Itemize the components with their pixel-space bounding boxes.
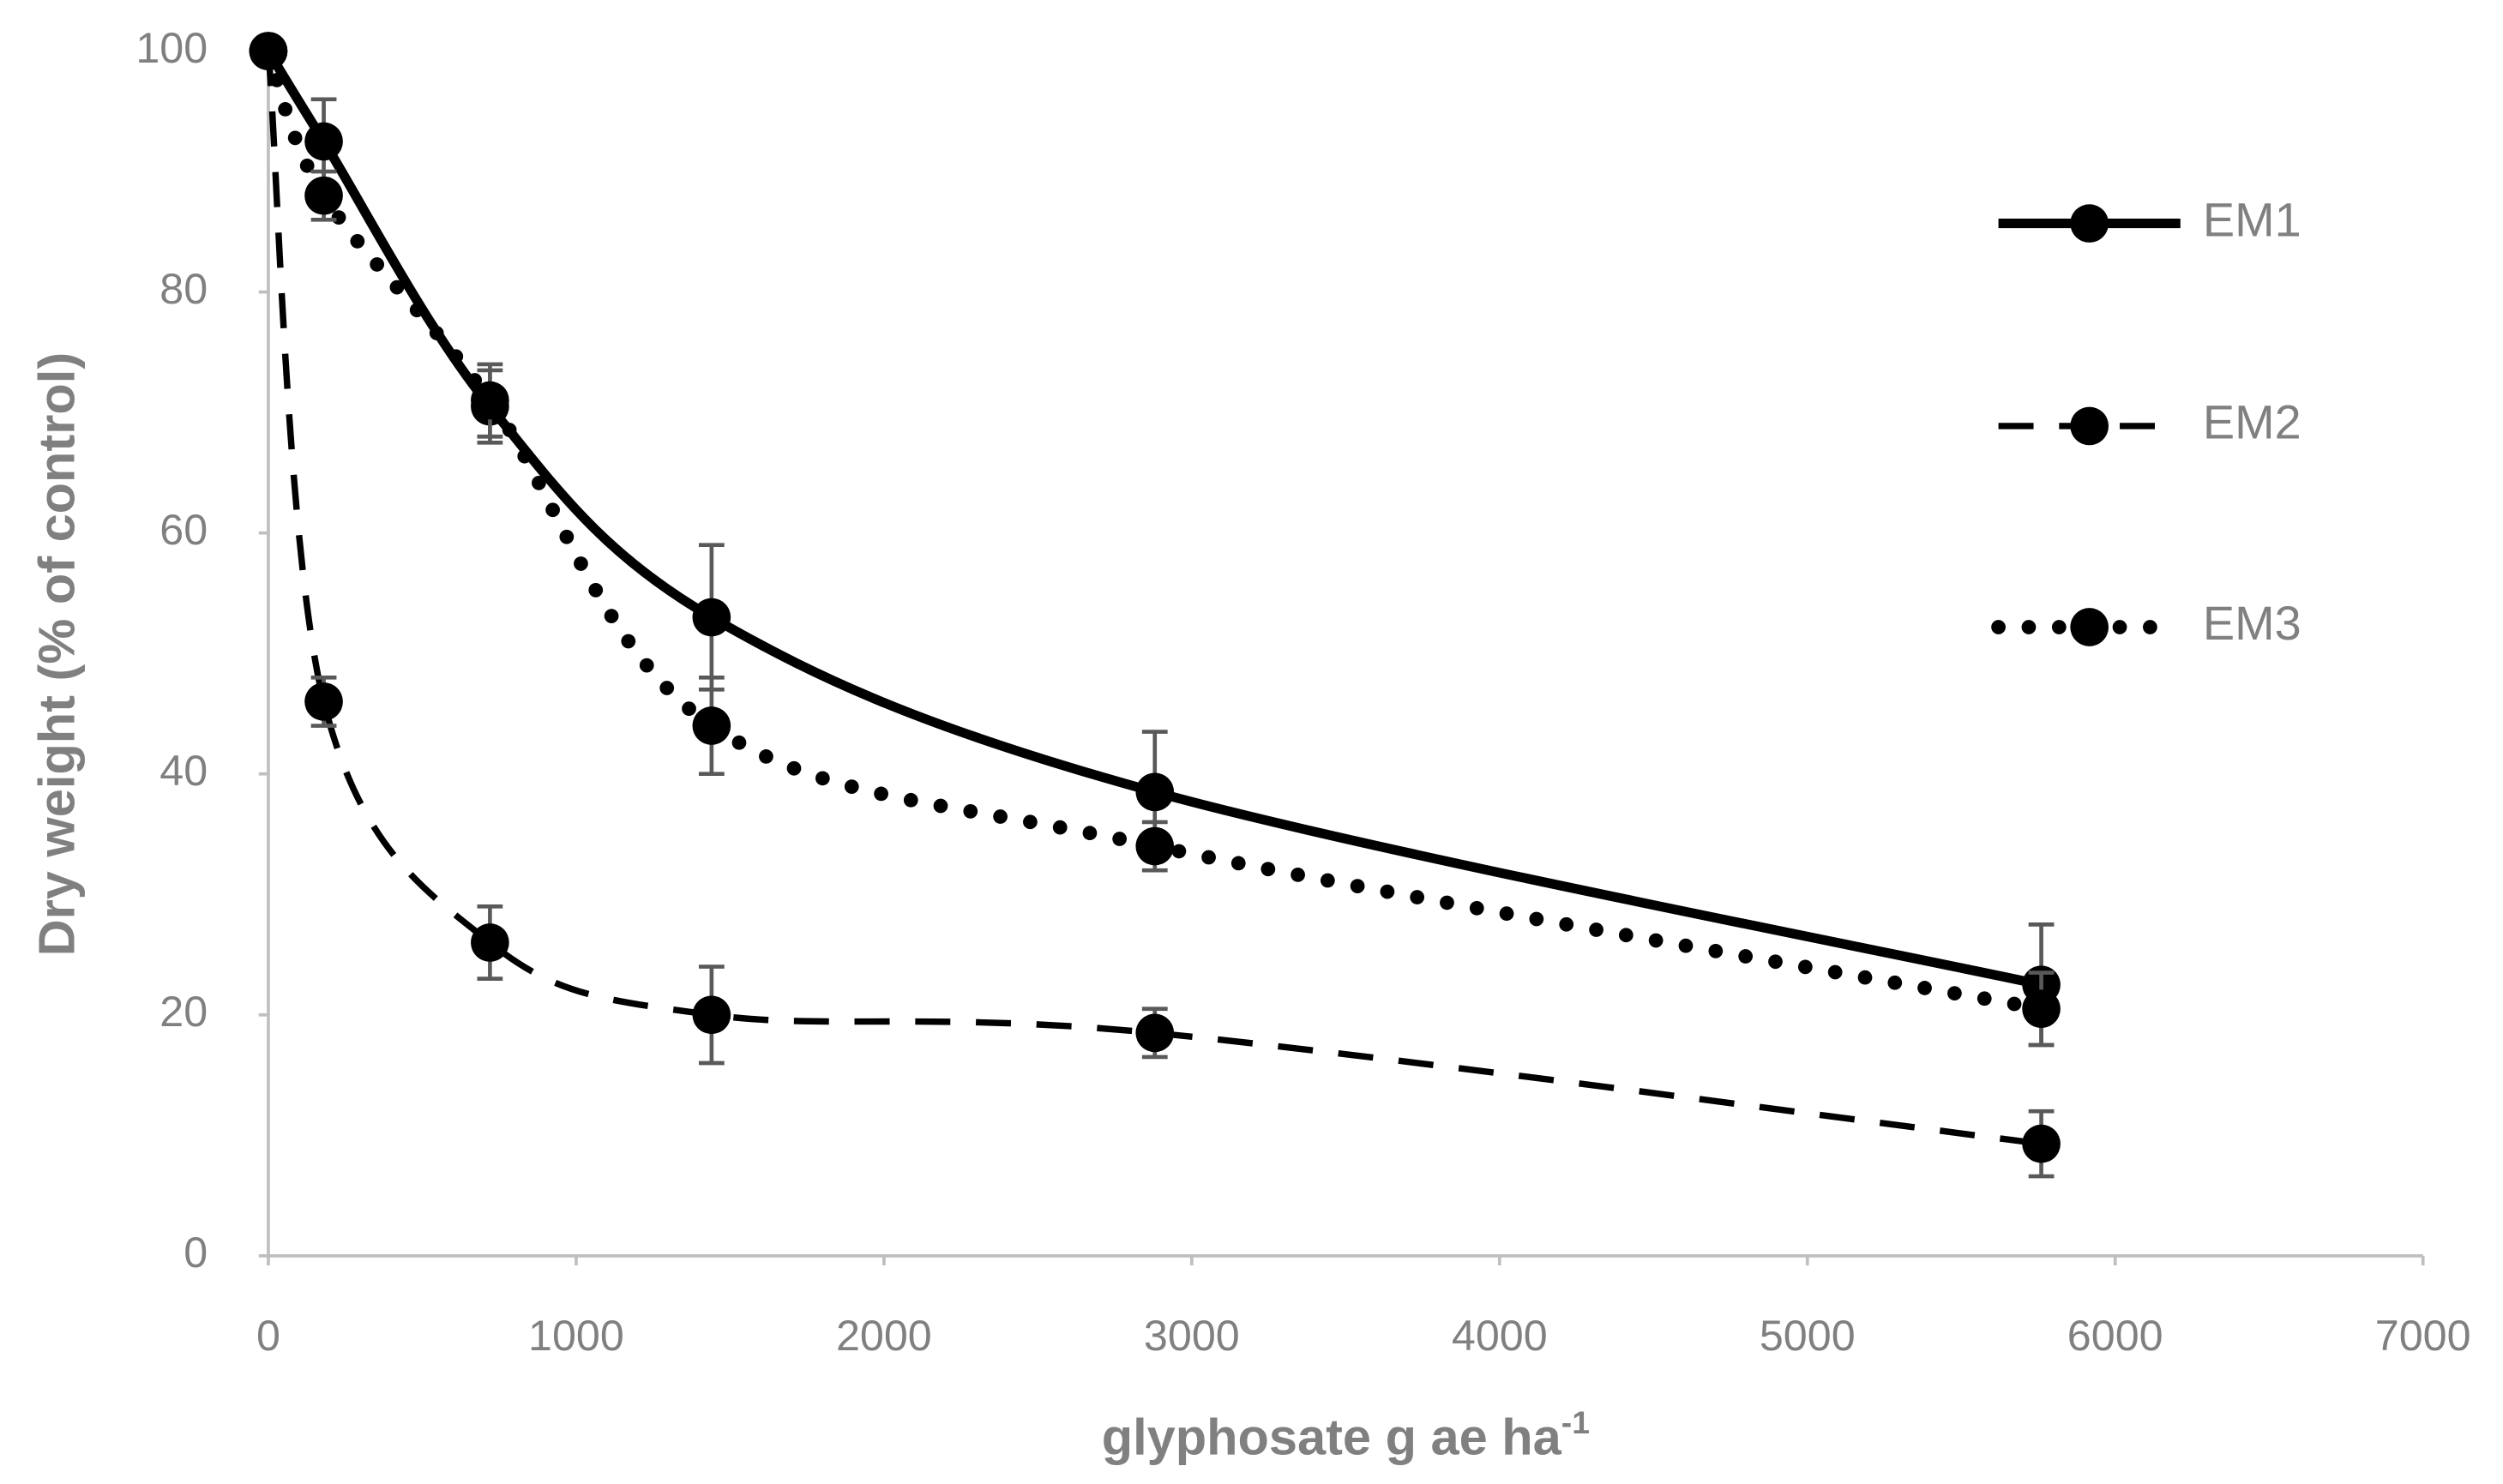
- legend-marker: [2070, 608, 2109, 646]
- marker: [692, 995, 731, 1035]
- y-tick-label: 0: [184, 1229, 208, 1277]
- marker: [2022, 989, 2061, 1029]
- y-tick-label: 40: [159, 747, 208, 795]
- y-axis-title: Dry weight (% of control): [28, 352, 86, 957]
- marker: [692, 706, 731, 745]
- x-tick-label: 4000: [1452, 1312, 1548, 1360]
- marker: [1135, 826, 1175, 866]
- x-axis-title-sup: -1: [1561, 1404, 1590, 1440]
- y-tick-label: 60: [159, 506, 208, 554]
- x-tick-label: 6000: [2067, 1312, 2163, 1360]
- x-tick-label: 2000: [836, 1312, 932, 1360]
- y-tick-label: 20: [159, 988, 208, 1036]
- legend-label: EM2: [2203, 395, 2301, 449]
- legend-marker: [2070, 406, 2109, 446]
- series-line: [265, 51, 2043, 1147]
- x-axis-title: glyphosate g ae ha-1: [1102, 1404, 1590, 1466]
- marker: [304, 682, 343, 721]
- marker: [304, 122, 343, 161]
- legend-label: EM1: [2203, 192, 2301, 246]
- marker: [471, 381, 509, 420]
- legend-marker: [2070, 204, 2109, 243]
- y-tick-label: 80: [159, 265, 208, 313]
- marker: [692, 598, 731, 637]
- marker: [471, 923, 509, 962]
- marker: [249, 32, 288, 70]
- marker: [1135, 772, 1175, 812]
- x-tick-label: 3000: [1144, 1312, 1240, 1360]
- marker: [304, 176, 343, 215]
- legend-label: EM3: [2203, 596, 2301, 650]
- marker: [2022, 1124, 2061, 1163]
- x-tick-label: 5000: [1760, 1312, 1856, 1360]
- x-axis-title-main: glyphosate g ae ha: [1102, 1408, 1562, 1465]
- marker: [1135, 1013, 1175, 1053]
- x-tick-label: 1000: [528, 1312, 624, 1360]
- x-tick-label: 0: [256, 1312, 280, 1360]
- y-tick-label: 100: [135, 24, 208, 72]
- x-tick-label: 7000: [2375, 1312, 2471, 1360]
